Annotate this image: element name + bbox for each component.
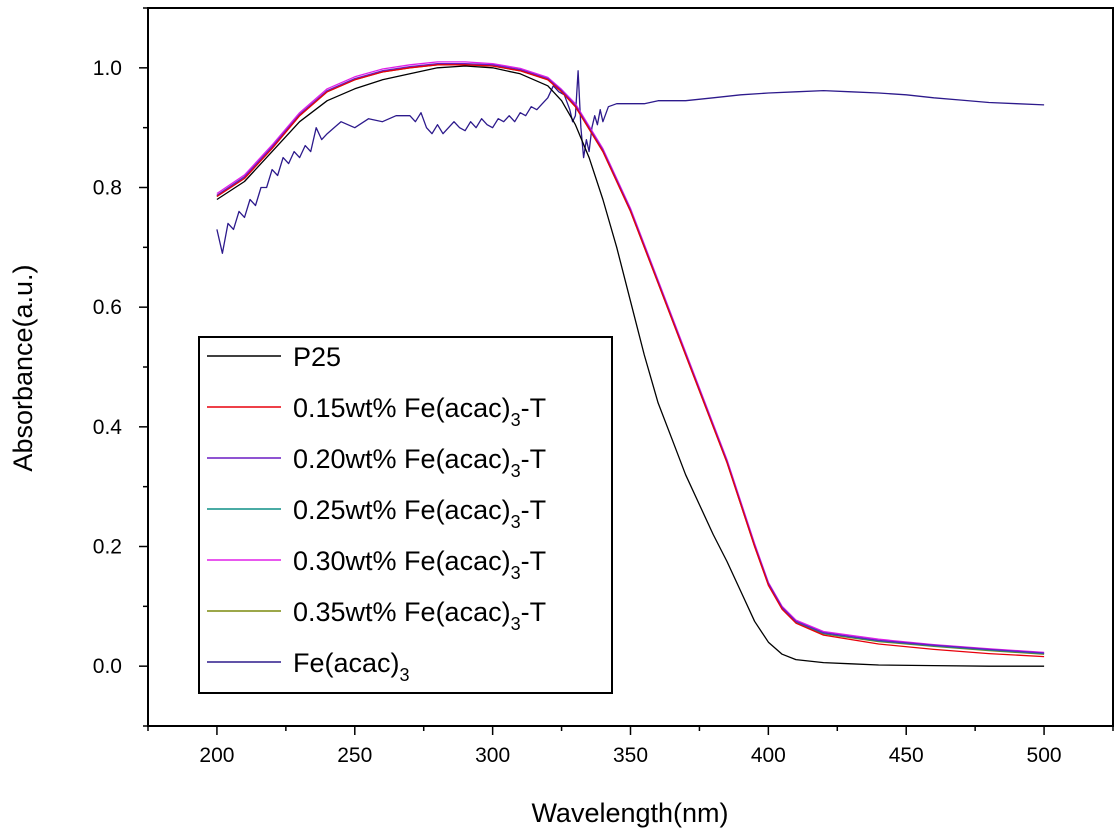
y-tick-label: 0.8 (93, 177, 122, 200)
y-tick-label: 0.6 (93, 296, 122, 319)
legend-label: 0.15wt% Fe(acac)3-T (293, 393, 546, 430)
x-tick-label: 200 (199, 744, 234, 767)
x-tick-label: 350 (613, 744, 648, 767)
axis-titles: Wavelength(nm) Absorbance(a.u.) (8, 264, 729, 828)
legend-item: 0.20wt% Fe(acac)3-T (207, 444, 546, 481)
legend-item: 0.25wt% Fe(acac)3-T (207, 495, 546, 532)
legend-item: P25 (207, 342, 341, 372)
x-axis-title: Wavelength(nm) (531, 798, 728, 828)
x-tick-label: 400 (751, 744, 786, 767)
legend: P25 0.15wt% Fe(acac)3-T 0.20wt% Fe(acac)3-… (198, 336, 613, 694)
series-line-0-15wt-fe-acac-3-t (216, 64, 1045, 658)
legend-label: 0.25wt% Fe(acac)3-T (293, 495, 546, 532)
legend-label: 0.30wt% Fe(acac)3-T (293, 546, 546, 583)
x-tick-label: 450 (889, 744, 924, 767)
y-tick-label: 0.4 (93, 416, 123, 439)
series-line-p25 (216, 65, 1045, 667)
legend-label: Fe(acac)3 (293, 648, 410, 685)
legend-item: 0.15wt% Fe(acac)3-T (207, 393, 546, 430)
legend-box (198, 336, 613, 694)
legend-item: 0.35wt% Fe(acac)3-T (207, 597, 546, 634)
y-axis-title: Absorbance(a.u.) (8, 264, 38, 471)
x-tick-label: 250 (337, 744, 372, 767)
x-tick-label: 500 (1027, 744, 1062, 767)
series-layer (216, 61, 1045, 667)
series-line-fe-acac-3 (216, 70, 1045, 254)
legend-item: 0.30wt% Fe(acac)3-T (207, 546, 546, 583)
axis-ticks: 200 250 300 350 400 450 500 0.0 0.2 0.4 0.6 0.8 1.0 (93, 7, 1114, 767)
legend-item: Fe(acac)3 (207, 648, 410, 685)
y-tick-label: 0.2 (93, 536, 122, 559)
series-line-0-30wt-fe-acac-3-t (216, 61, 1045, 654)
legend-label: 0.20wt% Fe(acac)3-T (293, 444, 546, 481)
y-tick-label: 0.0 (93, 655, 122, 678)
legend-label: P25 (293, 342, 341, 372)
legend-label: 0.35wt% Fe(acac)3-T (293, 597, 546, 634)
x-tick-label: 300 (475, 744, 510, 767)
y-tick-label: 1.0 (93, 57, 122, 80)
